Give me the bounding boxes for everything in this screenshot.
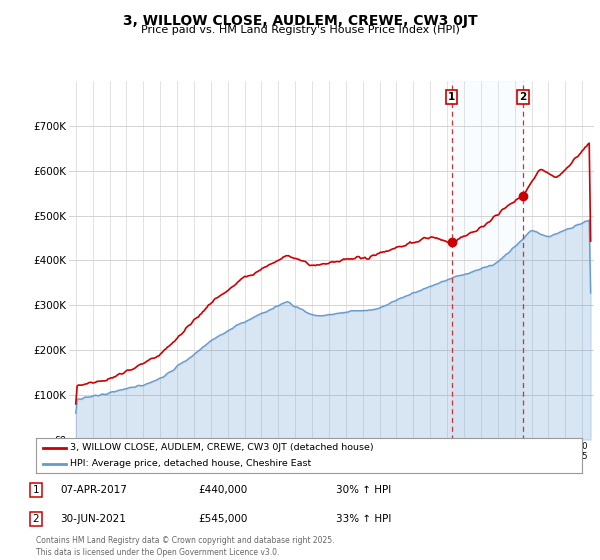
Text: HPI: Average price, detached house, Cheshire East: HPI: Average price, detached house, Ches… (70, 459, 311, 468)
Text: Price paid vs. HM Land Registry's House Price Index (HPI): Price paid vs. HM Land Registry's House … (140, 25, 460, 35)
Bar (452, 81, 523, 440)
Text: 1: 1 (448, 92, 455, 102)
Text: 2: 2 (32, 514, 40, 524)
Text: 1: 1 (32, 485, 40, 495)
Text: 07-APR-2017: 07-APR-2017 (60, 485, 127, 495)
Text: £545,000: £545,000 (198, 514, 247, 524)
Text: 3, WILLOW CLOSE, AUDLEM, CREWE, CW3 0JT (detached house): 3, WILLOW CLOSE, AUDLEM, CREWE, CW3 0JT … (70, 444, 374, 452)
Text: £440,000: £440,000 (198, 485, 247, 495)
Text: Contains HM Land Registry data © Crown copyright and database right 2025.
This d: Contains HM Land Registry data © Crown c… (36, 536, 335, 557)
Text: 3, WILLOW CLOSE, AUDLEM, CREWE, CW3 0JT: 3, WILLOW CLOSE, AUDLEM, CREWE, CW3 0JT (122, 14, 478, 28)
Text: 30% ↑ HPI: 30% ↑ HPI (336, 485, 391, 495)
Text: 30-JUN-2021: 30-JUN-2021 (60, 514, 126, 524)
Text: 2: 2 (520, 92, 527, 102)
Text: 33% ↑ HPI: 33% ↑ HPI (336, 514, 391, 524)
